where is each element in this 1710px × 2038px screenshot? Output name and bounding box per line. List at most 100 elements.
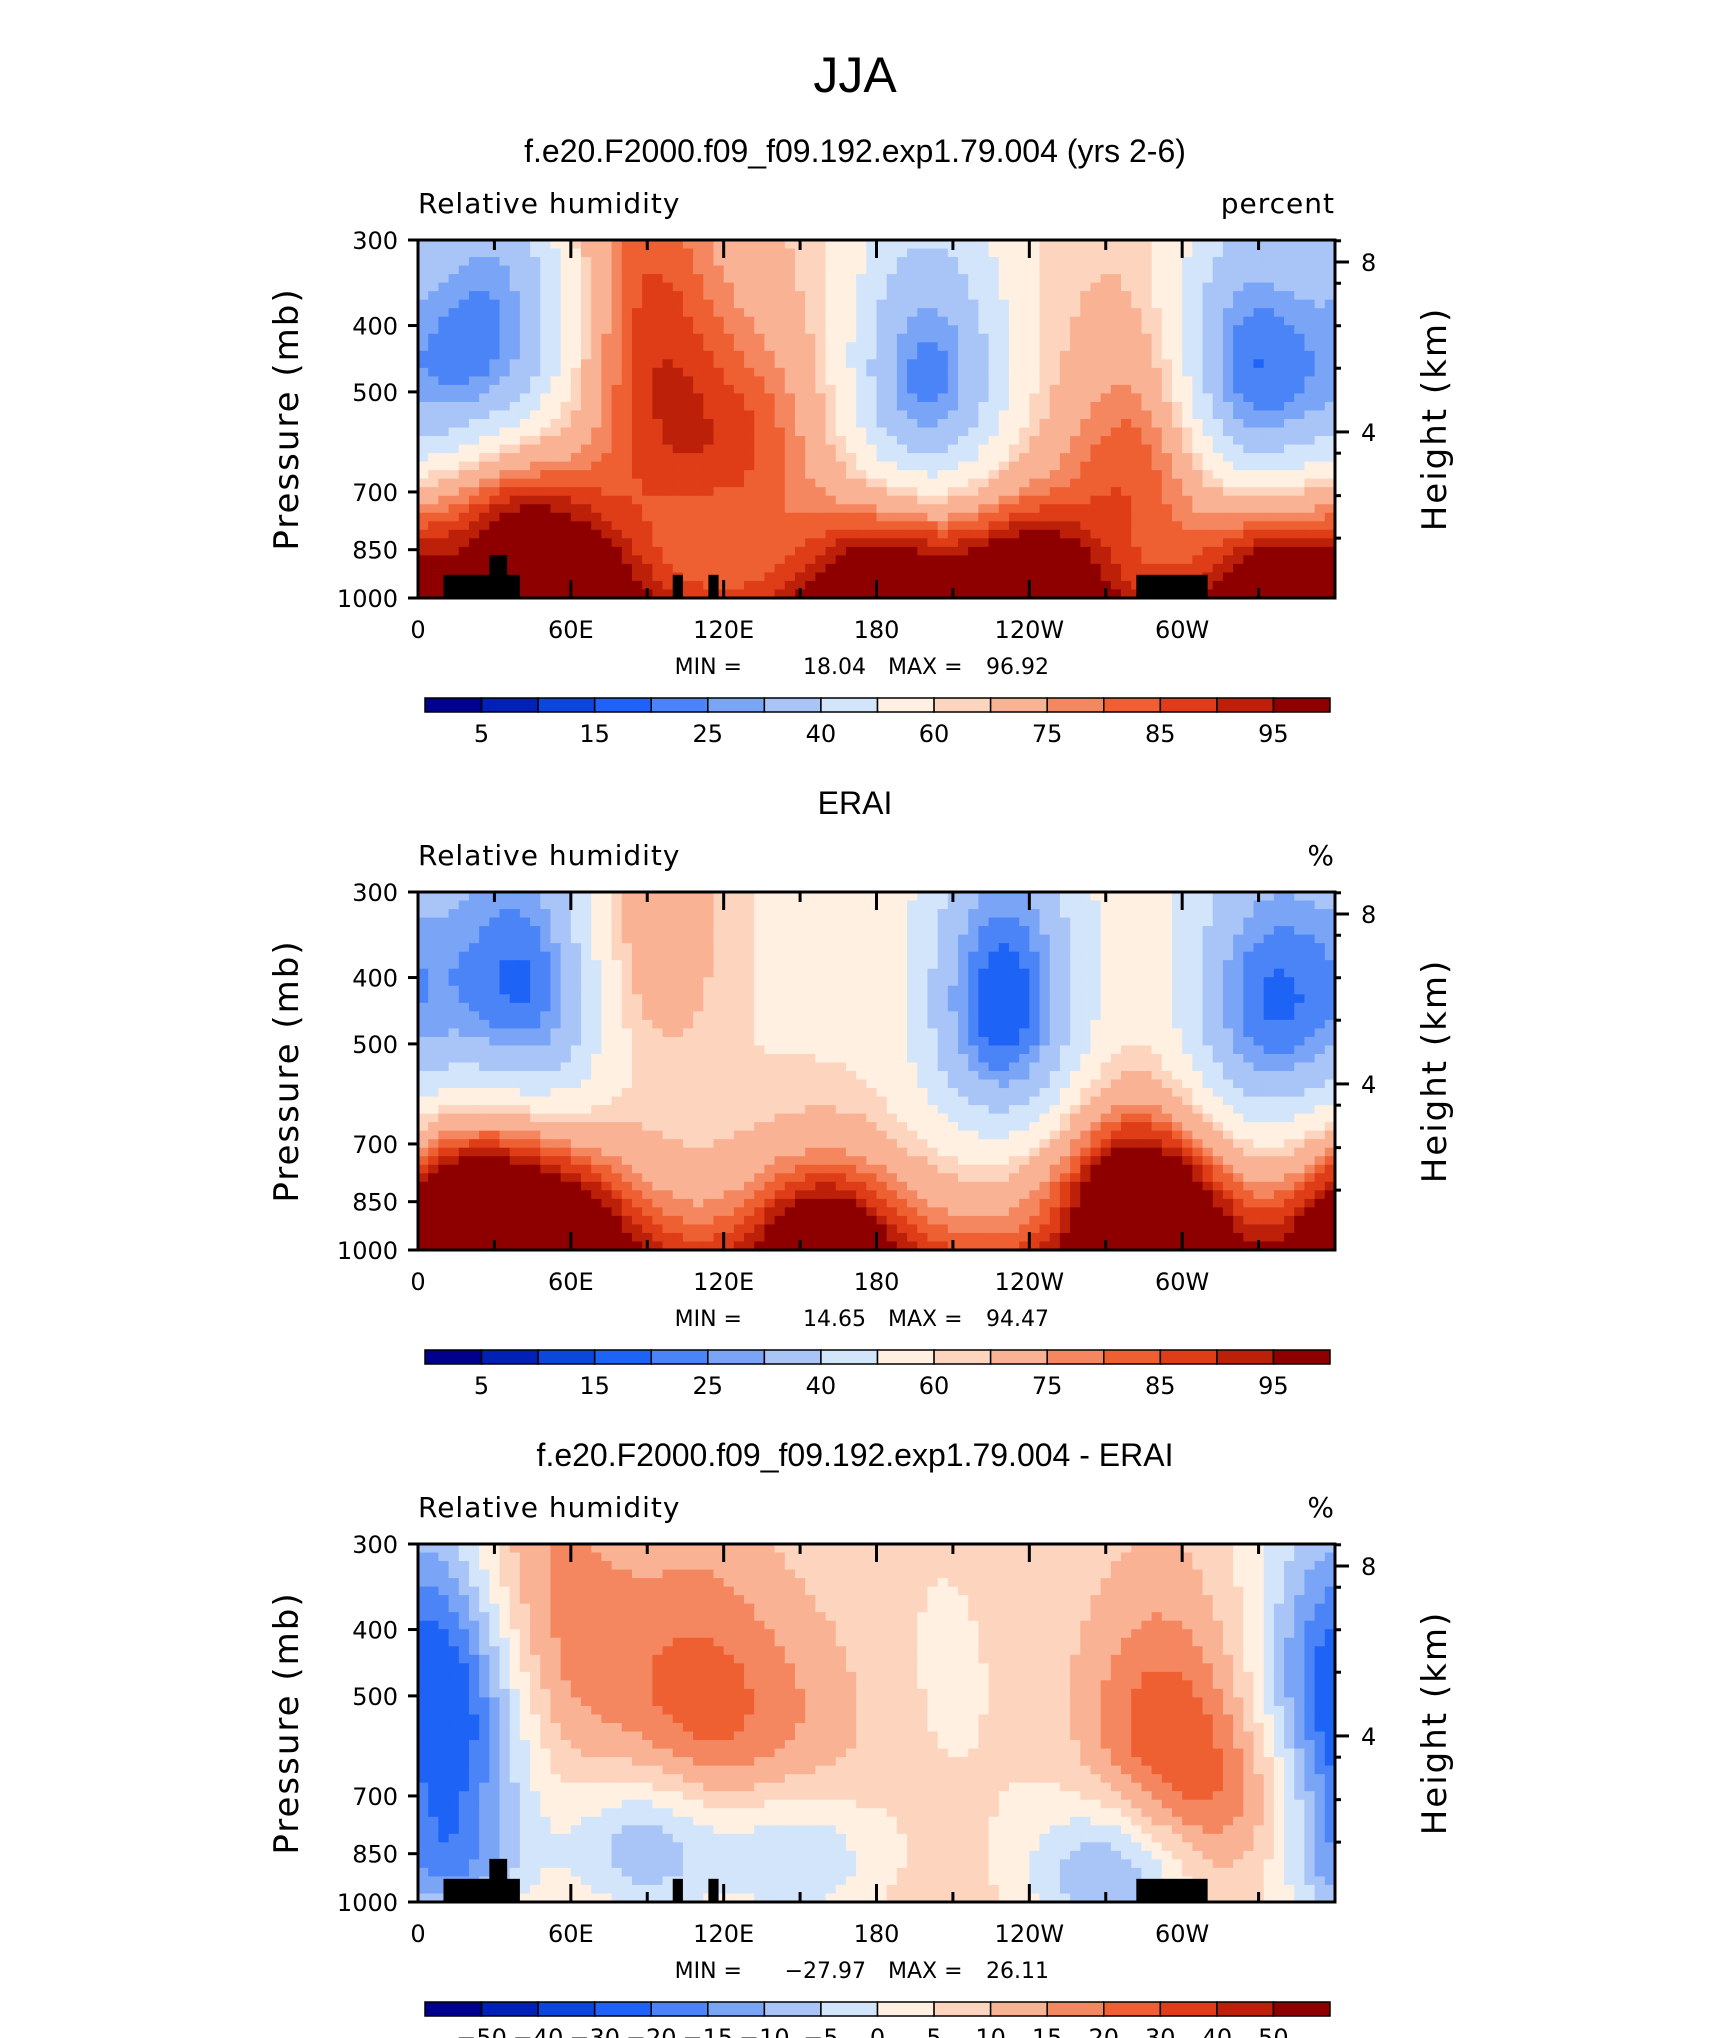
contour-cell bbox=[1304, 282, 1316, 292]
contour-cell bbox=[642, 257, 653, 267]
contour-cell bbox=[723, 419, 735, 429]
y-tick-label: 300 bbox=[352, 227, 398, 255]
contour-cell bbox=[764, 926, 776, 936]
contour-cell bbox=[1029, 470, 1041, 480]
contour-cell bbox=[713, 977, 725, 987]
contour-cell bbox=[1263, 359, 1275, 369]
contour-cell bbox=[754, 444, 766, 454]
contour-cell bbox=[723, 376, 735, 386]
contour-cell bbox=[621, 589, 633, 599]
contour-cell bbox=[1008, 546, 1020, 556]
contour-cell bbox=[774, 393, 786, 403]
contour-cell bbox=[1029, 521, 1041, 531]
contour-cell bbox=[907, 410, 918, 420]
contour-cell bbox=[754, 572, 766, 582]
panel-title: ERAI bbox=[818, 785, 893, 821]
contour-cell bbox=[499, 512, 511, 522]
contour-cell bbox=[917, 943, 929, 953]
contour-cell bbox=[468, 478, 480, 488]
contour-cell bbox=[774, 384, 786, 395]
contour-cell bbox=[896, 977, 908, 987]
contour-cell bbox=[662, 427, 674, 437]
contour-cell bbox=[662, 393, 674, 403]
contour-cell bbox=[652, 994, 664, 1004]
contour-cell bbox=[1059, 265, 1071, 275]
contour-cell bbox=[1212, 917, 1224, 927]
contour-cell bbox=[642, 563, 653, 574]
contour-cell bbox=[509, 909, 521, 919]
contour-cell bbox=[448, 968, 460, 978]
contour-cell bbox=[835, 359, 847, 369]
y2-tick-label: 4 bbox=[1361, 419, 1376, 447]
contour-cell bbox=[1284, 436, 1295, 446]
contour-cell bbox=[570, 478, 582, 488]
contour-cell bbox=[866, 572, 878, 582]
contour-cell bbox=[947, 546, 959, 556]
contour-cell bbox=[1070, 359, 1081, 369]
contour-cell bbox=[591, 985, 602, 995]
contour-cell bbox=[1161, 478, 1173, 488]
contour-cell bbox=[1324, 960, 1336, 970]
contour-cell bbox=[988, 410, 1000, 420]
contour-cell bbox=[693, 470, 704, 480]
contour-cell bbox=[591, 453, 602, 463]
contour-cell bbox=[1070, 453, 1081, 463]
contour-cell bbox=[672, 359, 684, 369]
contour-cell bbox=[662, 572, 674, 582]
contour-cell bbox=[468, 436, 480, 446]
contour-cell bbox=[682, 248, 694, 258]
contour-cell bbox=[519, 453, 531, 463]
contour-cell bbox=[805, 333, 816, 343]
contour-cell bbox=[458, 478, 470, 488]
contour-cell bbox=[1202, 529, 1214, 539]
contour-cell bbox=[448, 316, 460, 326]
contour-cell bbox=[611, 985, 623, 995]
contour-cell bbox=[1121, 487, 1132, 497]
contour-cell bbox=[560, 580, 572, 591]
contour-cell bbox=[988, 934, 1000, 944]
contour-cell bbox=[784, 478, 796, 488]
contour-cell bbox=[1294, 943, 1306, 953]
contour-cell bbox=[570, 892, 582, 902]
contour-cell bbox=[1243, 512, 1255, 522]
contour-cell bbox=[560, 470, 572, 480]
contour-cell bbox=[428, 943, 439, 953]
contour-cell bbox=[672, 419, 684, 429]
contour-cell bbox=[1070, 478, 1081, 488]
contour-cell bbox=[937, 487, 949, 497]
contour-cell bbox=[764, 470, 776, 480]
contour-cell bbox=[1049, 427, 1061, 437]
contour-cell bbox=[1151, 419, 1163, 429]
contour-cell bbox=[703, 308, 715, 318]
contour-cell bbox=[468, 495, 480, 505]
contour-cell bbox=[1059, 257, 1071, 267]
contour-cell bbox=[1080, 299, 1092, 309]
contour-cell bbox=[886, 951, 898, 961]
contour-cell bbox=[438, 478, 450, 488]
contour-cell bbox=[733, 926, 745, 936]
contour-cell bbox=[825, 495, 837, 505]
contour-cell bbox=[1233, 926, 1244, 936]
contour-cell bbox=[693, 529, 704, 539]
contour-cell bbox=[550, 248, 562, 258]
contour-cell bbox=[540, 359, 552, 369]
contour-cell bbox=[682, 521, 694, 531]
contour-cell bbox=[927, 960, 939, 970]
contour-cell bbox=[896, 453, 908, 463]
contour-cell bbox=[468, 555, 480, 565]
contour-cell bbox=[1192, 316, 1204, 326]
contour-cell bbox=[896, 504, 908, 514]
contour-cell bbox=[1253, 985, 1265, 995]
contour-cell bbox=[1171, 926, 1183, 936]
contour-cell bbox=[744, 410, 755, 420]
contour-cell bbox=[947, 248, 959, 258]
contour-cell bbox=[458, 926, 470, 936]
contour-cell bbox=[1131, 487, 1143, 497]
contour-cell bbox=[1019, 521, 1030, 531]
contour-cell bbox=[1243, 401, 1255, 412]
contour-cell bbox=[1202, 333, 1214, 343]
contour-cell bbox=[1080, 291, 1092, 301]
contour-cell bbox=[1192, 367, 1204, 377]
contour-cell bbox=[509, 538, 521, 548]
contour-cell bbox=[601, 892, 613, 902]
